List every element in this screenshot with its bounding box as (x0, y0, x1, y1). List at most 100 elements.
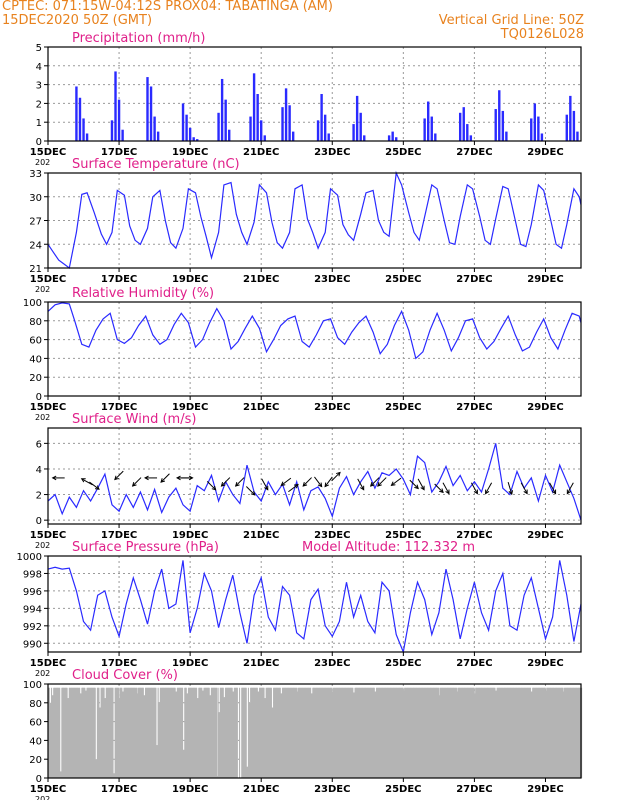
precipitation-ytick-label: 4 (36, 62, 42, 73)
cloud-bar (495, 690, 497, 778)
cloud-bar (474, 693, 476, 778)
cloud-bar (297, 687, 299, 778)
precip-bar (352, 124, 355, 141)
precip-bar (430, 116, 433, 141)
wind-arrow-head (317, 482, 323, 488)
cloud-bar (170, 687, 173, 778)
cloud-bar (432, 687, 435, 778)
wind-arrow (89, 481, 100, 490)
cloud-bar (561, 687, 563, 778)
cloud-bar (358, 687, 360, 778)
cloud-bar (313, 687, 315, 778)
precip-bar (256, 94, 259, 141)
cloud-bar (90, 687, 92, 778)
cloud-bar (191, 687, 193, 778)
cloud-bar (244, 687, 246, 778)
cloud-bar (212, 687, 214, 778)
precip-bar (78, 97, 82, 141)
temperature-line (47, 170, 582, 270)
cloud-bar (348, 687, 350, 778)
cloud-bar (221, 687, 224, 778)
cloud-bar (360, 687, 362, 778)
wind-arrow-head (445, 489, 450, 495)
cloud-bar (274, 687, 276, 778)
cloud-bar (370, 687, 372, 778)
cloud-bar (364, 687, 366, 778)
cloud-bar (66, 687, 68, 778)
cloud-bar (435, 687, 438, 778)
cloud-bar (335, 687, 338, 778)
cloud-bar (446, 687, 448, 778)
cloud-bar (442, 687, 444, 778)
cloud-bar (234, 687, 236, 778)
cloud-bar (343, 687, 345, 778)
temperature-xtick-label: 23DEC (314, 274, 350, 285)
cloud-bar (388, 687, 390, 778)
cloud-bar (192, 687, 194, 778)
cloud-bar (373, 687, 375, 778)
cloud-bar (454, 687, 456, 778)
cloud-bar (545, 690, 547, 778)
cloud-bar (289, 687, 291, 778)
cloud-bar (214, 687, 216, 778)
cloud-bar (142, 687, 144, 778)
cloud-bar (344, 687, 346, 778)
wind-arrow (81, 478, 93, 486)
cloud-bar (441, 687, 443, 778)
precip-bar (355, 95, 359, 141)
cloud-bar (463, 687, 465, 778)
cloud-bar (57, 687, 59, 778)
cloud-bar (528, 687, 530, 778)
cloud-bar (147, 687, 150, 778)
cloud-bar (511, 687, 513, 778)
precip-bar (427, 101, 430, 141)
cloud-bar (361, 687, 363, 778)
cloud-bar (404, 687, 406, 778)
precip-bar (569, 95, 572, 141)
cloud-bar (232, 691, 234, 778)
wind-arrow (245, 486, 256, 496)
cloud-bar (421, 687, 423, 778)
cloud-bar (288, 687, 290, 778)
precip-bar (466, 124, 469, 141)
cloud-bar (273, 687, 275, 778)
precip-bar (423, 118, 426, 141)
wind-arrow-head (302, 481, 308, 487)
humidity-xtick-label: 23DEC (314, 402, 350, 413)
temperature-xtick-label: 15DEC (30, 274, 66, 285)
temperature-xtick-label: 25DEC (385, 274, 421, 285)
precip-bar (387, 135, 391, 141)
cloud-bar (294, 687, 296, 778)
cloud-bar (293, 687, 295, 778)
cloud-bar (253, 687, 255, 778)
precip-bar (288, 105, 291, 141)
cloud-bar (428, 687, 430, 778)
cloud-bar (251, 687, 253, 778)
cloud-bar (381, 687, 383, 778)
cloud-bar (395, 687, 397, 778)
cloud-bar (78, 687, 80, 778)
cloud-bar (309, 687, 311, 778)
cloud-bar (498, 687, 500, 778)
cloud-bar (307, 687, 309, 778)
wind-xtick-label: 27DEC (456, 530, 492, 541)
cloud-bar (319, 687, 321, 778)
humidity-xtick-label: 17DEC (101, 402, 137, 413)
cloud-bar (286, 687, 288, 778)
humidity-xtick-label: 27DEC (456, 402, 492, 413)
temperature-ytick-label: 21 (29, 264, 42, 275)
cloud-bar (216, 687, 218, 778)
cloud-bar (81, 687, 83, 778)
cloud-bar (53, 687, 56, 778)
cloud-bar (249, 702, 251, 778)
cloud-bar (509, 687, 511, 778)
cloud-bar (157, 687, 159, 778)
cloud-bar (293, 687, 295, 778)
cloud-bar (341, 687, 344, 778)
wind-arrow (114, 470, 124, 480)
cloud-bar (465, 687, 467, 778)
cloud-cover-xtick-label: 15DEC (30, 784, 66, 795)
cloud-bar (441, 687, 443, 778)
cloud-bar (483, 687, 485, 778)
cloud-bar (347, 687, 349, 778)
